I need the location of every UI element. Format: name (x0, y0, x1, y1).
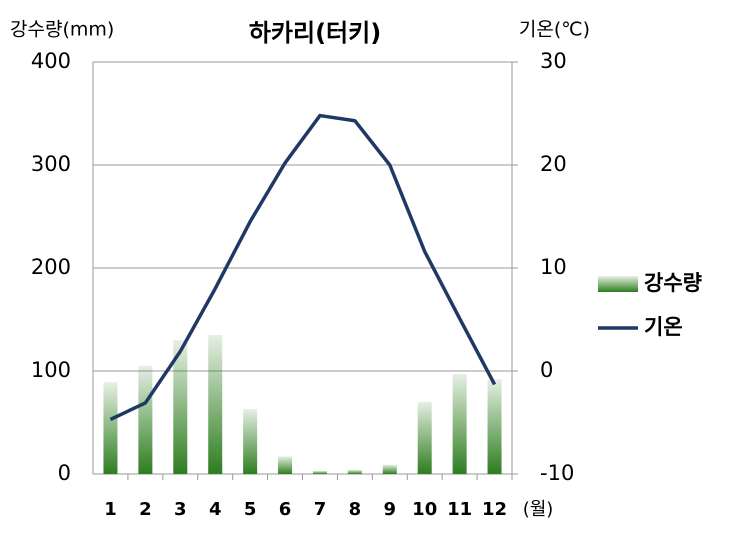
bar (243, 409, 258, 474)
legend-label: 기온 (644, 315, 683, 339)
x-tick-label: 8 (349, 499, 362, 520)
y2-axis-label: 기온(℃) (519, 19, 590, 41)
x-tick-label: 9 (384, 499, 397, 520)
bar (173, 340, 188, 474)
x-tick-label: 1 (104, 499, 117, 520)
bar (347, 469, 362, 474)
x-tick-label: 3 (174, 499, 187, 520)
bar (382, 464, 397, 474)
x-tick-label: 7 (314, 499, 327, 520)
x-tick-label: 4 (209, 499, 222, 520)
bar (208, 334, 223, 474)
bar (103, 382, 118, 474)
bar (452, 374, 467, 474)
bar (138, 365, 153, 474)
y-tick-label: 200 (31, 255, 71, 279)
legend-swatch (598, 276, 638, 292)
y2-tick-label: 10 (540, 255, 567, 279)
x-unit-label: (월) (523, 499, 554, 520)
x-tick-label: 12 (482, 499, 507, 520)
y2-tick-label: -10 (540, 461, 574, 485)
legend-label: 강수량 (644, 271, 702, 295)
y2-tick-label: 20 (540, 152, 567, 176)
x-tick-label: 5 (244, 499, 257, 520)
y-tick-label: 300 (31, 152, 71, 176)
bar (487, 379, 502, 474)
y-tick-label: 0 (58, 461, 71, 485)
line (109, 113, 497, 421)
y2-tick-label: 0 (540, 358, 553, 382)
y-axis-label: 강수량(mm) (10, 19, 114, 41)
bar (417, 401, 432, 474)
x-tick-label: 10 (412, 499, 437, 520)
x-tick-label: 2 (139, 499, 152, 520)
y-tick-label: 400 (31, 49, 71, 73)
bar (312, 470, 327, 474)
y-tick-label: 100 (31, 358, 71, 382)
x-tick-label: 6 (279, 499, 292, 520)
y2-tick-label: 30 (540, 49, 567, 73)
chart-title: 하카리(터키) (249, 19, 381, 47)
x-tick-label: 11 (447, 499, 472, 520)
bar (278, 456, 293, 474)
